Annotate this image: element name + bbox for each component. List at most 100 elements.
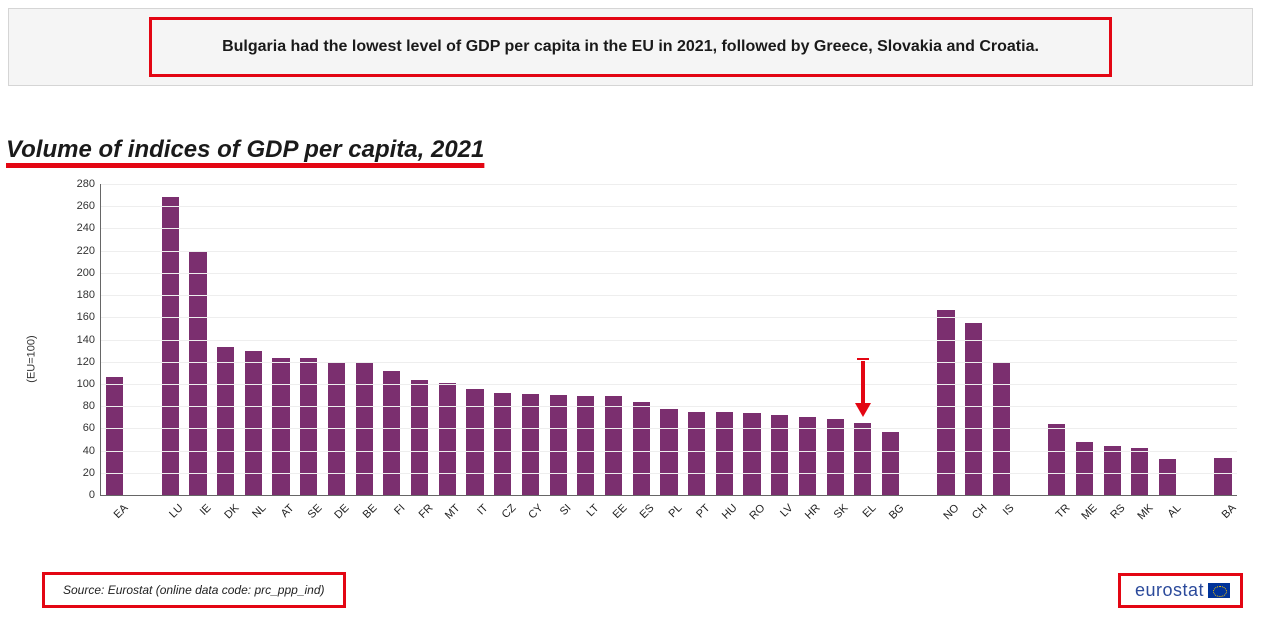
x-tick-label: DE: [328, 498, 352, 522]
gridline: [101, 228, 1237, 229]
bar: [411, 380, 428, 496]
source-text: Source: Eurostat (online data code: prc_…: [63, 583, 325, 597]
x-tick-label: AL: [1161, 498, 1183, 520]
y-tick-label: 100: [77, 378, 101, 390]
bar: [1214, 458, 1231, 495]
y-tick-label: 80: [83, 400, 101, 412]
gridline: [101, 428, 1237, 429]
gridline: [101, 451, 1237, 452]
gridline: [101, 251, 1237, 252]
gridline: [101, 362, 1237, 363]
bar: [577, 396, 594, 495]
x-tick-label: BG: [882, 498, 906, 522]
chart-plot: EALUIEDKNLATSEDEBEFIFRMTITCZCYSILTEEESPL…: [100, 184, 1237, 496]
bar: [383, 371, 400, 495]
gridline: [101, 340, 1237, 341]
x-tick-label: IS: [997, 498, 1017, 518]
x-tick-label: ME: [1076, 498, 1100, 522]
x-tick-label: CH: [965, 498, 989, 522]
gridline: [101, 317, 1237, 318]
gridline: [101, 184, 1237, 185]
bar: [743, 413, 760, 495]
y-tick-label: 180: [77, 289, 101, 301]
x-tick-label: MK: [1131, 498, 1155, 522]
x-tick-label: EL: [856, 498, 878, 520]
bar: [272, 358, 289, 495]
x-tick-label: FI: [388, 498, 408, 518]
y-tick-label: 120: [77, 356, 101, 368]
y-tick-label: 280: [77, 178, 101, 190]
bar: [937, 310, 954, 495]
x-tick-label: PT: [689, 498, 712, 521]
x-tick-label: TR: [1049, 498, 1072, 521]
y-tick-label: 20: [83, 467, 101, 479]
x-tick-label: LV: [774, 498, 796, 520]
gridline: [101, 384, 1237, 385]
x-tick-label: SI: [554, 498, 574, 518]
gridline: [101, 273, 1237, 274]
bar: [605, 396, 622, 495]
x-tick-label: PL: [662, 498, 684, 520]
bar: [439, 383, 456, 495]
eurostat-logo: eurostat: [1118, 573, 1243, 608]
x-tick-label: SE: [301, 498, 324, 521]
bar: [550, 395, 567, 495]
logo-text: eurostat: [1135, 580, 1204, 601]
y-tick-label: 160: [77, 311, 101, 323]
bar: [1131, 448, 1148, 495]
source-box: Source: Eurostat (online data code: prc_…: [42, 572, 346, 608]
y-axis-label: (EU=100): [26, 335, 38, 382]
bar: [633, 402, 650, 495]
y-tick-label: 60: [83, 422, 101, 434]
x-tick-label: LT: [580, 498, 601, 519]
bar: [189, 252, 206, 495]
x-tick-label: HU: [716, 498, 740, 522]
bar: [1104, 446, 1121, 495]
bar: [660, 409, 677, 495]
x-tick-label: EE: [606, 498, 629, 521]
y-tick-label: 0: [89, 489, 101, 501]
bar: [494, 393, 511, 495]
x-tick-label: DK: [218, 498, 242, 522]
gridline: [101, 295, 1237, 296]
bar: [688, 412, 705, 495]
bar: [854, 423, 871, 495]
x-tick-label: MT: [439, 498, 463, 522]
gridline: [101, 473, 1237, 474]
x-tick-label: IE: [193, 498, 213, 518]
x-tick-label: CZ: [495, 498, 518, 521]
x-tick-label: BA: [1215, 498, 1238, 521]
y-tick-label: 220: [77, 245, 101, 257]
y-tick-label: 40: [83, 445, 101, 457]
y-tick-label: 240: [77, 222, 101, 234]
bar: [827, 419, 844, 495]
x-tick-label: RS: [1104, 498, 1128, 522]
callout-text: Bulgaria had the lowest level of GDP per…: [222, 38, 1039, 56]
x-tick-label: FR: [412, 498, 435, 521]
x-tick-label: NL: [246, 498, 269, 521]
x-tick-label: NO: [937, 498, 961, 522]
bar: [1048, 424, 1065, 495]
bar: [965, 323, 982, 495]
y-tick-label: 140: [77, 334, 101, 346]
x-tick-label: HR: [799, 498, 823, 522]
bar: [882, 432, 899, 495]
chart-title: Volume of indices of GDP per capita, 202…: [6, 136, 490, 164]
bar: [716, 412, 733, 495]
callout-panel: Bulgaria had the lowest level of GDP per…: [8, 8, 1253, 86]
x-tick-label: EA: [107, 498, 130, 521]
x-tick-label: ES: [634, 498, 657, 521]
gridline: [101, 406, 1237, 407]
chart-area: (EU=100) EALUIEDKNLATSEDEBEFIFRMTITCZCYS…: [20, 178, 1241, 540]
bar: [1159, 459, 1176, 495]
x-tick-label: SK: [828, 498, 851, 521]
x-tick-label: CY: [522, 498, 546, 522]
x-tick-label: LU: [163, 498, 186, 521]
callout-box: Bulgaria had the lowest level of GDP per…: [149, 17, 1112, 77]
bar: [300, 358, 317, 495]
x-tick-label: BE: [357, 498, 380, 521]
bar: [522, 394, 539, 495]
x-tick-label: AT: [275, 498, 297, 520]
bar: [771, 415, 788, 495]
y-tick-label: 260: [77, 200, 101, 212]
